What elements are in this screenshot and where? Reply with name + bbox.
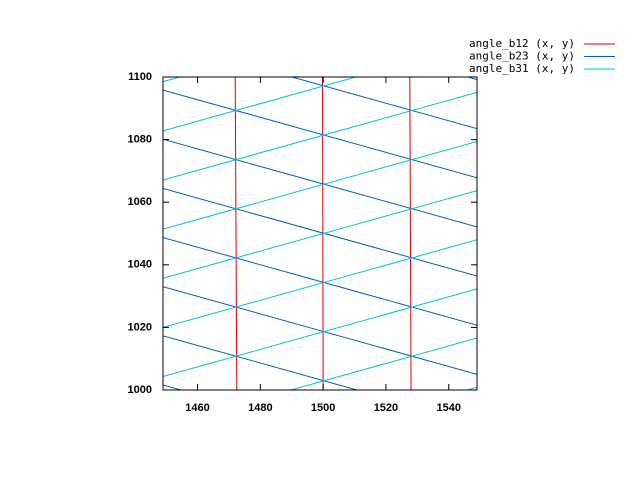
x-tick-label: 1520 <box>374 402 398 414</box>
y-tick-label: 1060 <box>128 196 152 208</box>
series-line <box>163 77 477 390</box>
y-tick-label: 1040 <box>128 259 152 271</box>
plot-frame <box>162 76 478 391</box>
plot-area <box>163 77 477 390</box>
y-tick-label: 1100 <box>128 71 152 83</box>
x-tick-label: 1540 <box>436 402 460 414</box>
series-line <box>163 77 477 390</box>
y-tick-label: 1080 <box>128 134 152 146</box>
x-tick-label: 1500 <box>311 402 335 414</box>
x-tick-label: 1480 <box>248 402 272 414</box>
x-tick-label: 1460 <box>185 402 209 414</box>
y-tick-label: 1000 <box>128 384 152 396</box>
legend-label: angle_b31 (x, y) <box>469 62 575 75</box>
legend-label: angle_b12 (x, y) <box>469 37 575 50</box>
y-tick-label: 1020 <box>128 321 152 333</box>
legend-label: angle_b23 (x, y) <box>469 50 575 63</box>
